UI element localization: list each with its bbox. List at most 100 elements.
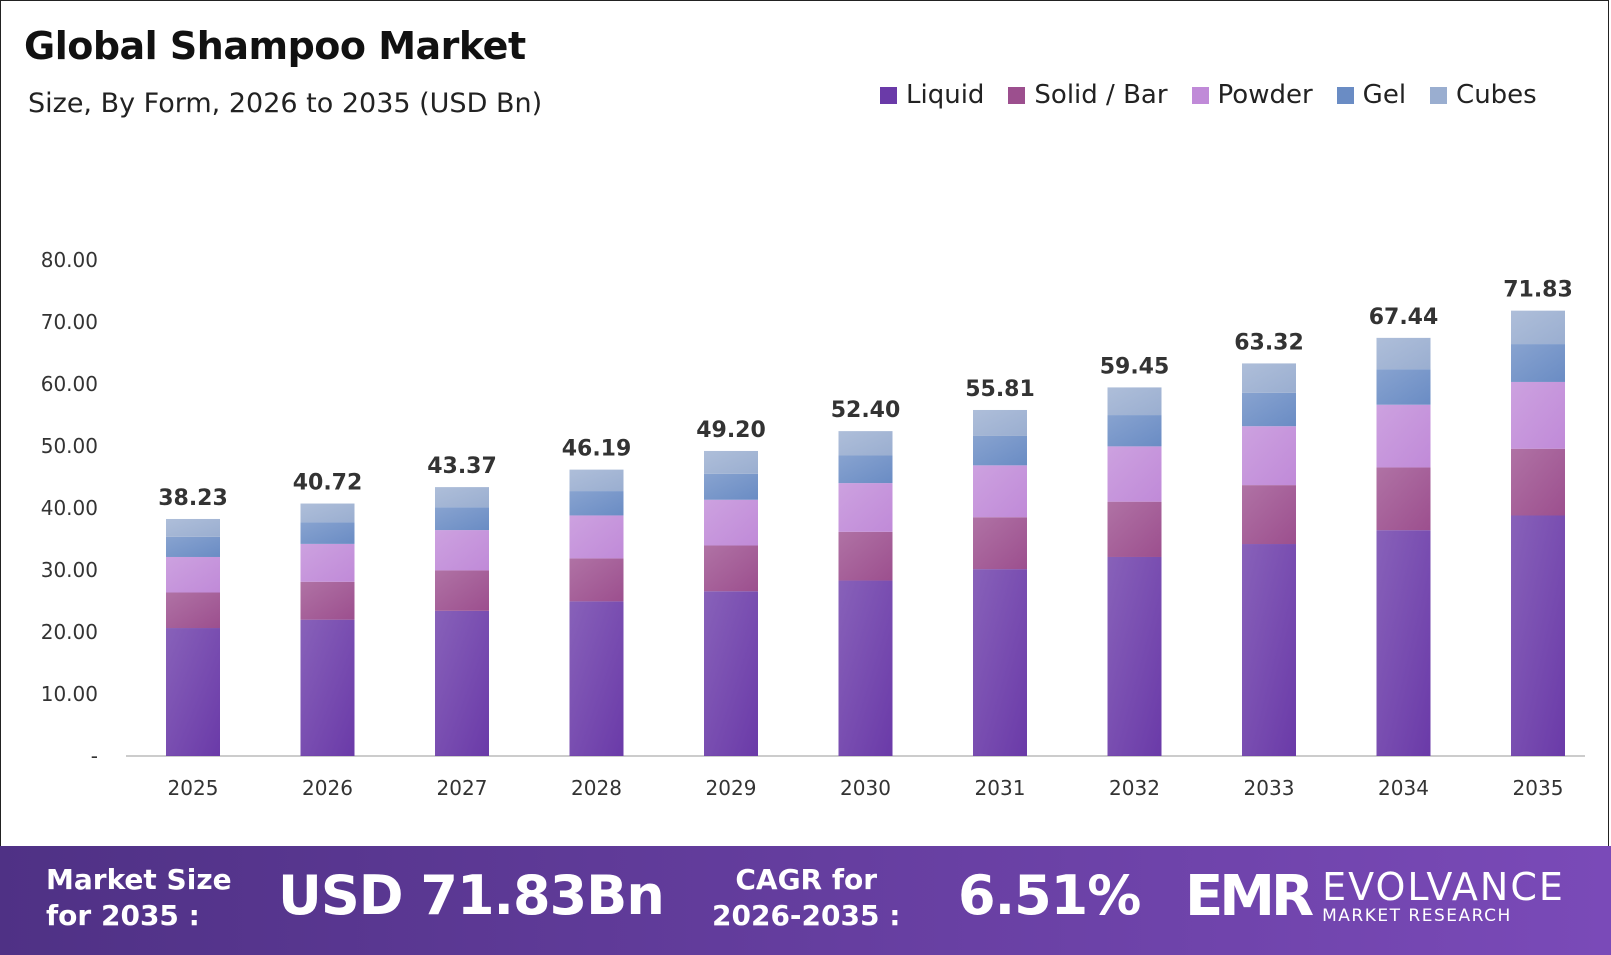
x-tick-label: 2034 [1378,776,1429,800]
bar-segment-cubes [1376,337,1431,370]
bar-segment-cubes [1511,310,1565,345]
total-label: 49.20 [696,418,766,443]
bar-segment-gel [300,522,355,544]
bar-segment-cubes [435,487,489,508]
legend-swatch [1430,86,1448,104]
bar-segment-cubes [1242,363,1296,393]
bar-segment-solid-bar [300,581,355,620]
y-tick-label: 40.00 [41,496,98,520]
logo-mark: EMR [1185,864,1314,929]
bar-segment-gel [1242,392,1296,427]
market-size-label-line2: for 2035 : [46,899,200,932]
bar-segment-gel [704,473,758,500]
x-tick-label: 2035 [1513,776,1564,800]
bar-segment-powder [166,556,220,593]
logo-name: EVOLVANCE [1322,864,1565,909]
bar-segment-gel [1511,344,1565,382]
legend-swatch [1191,86,1209,104]
bar-segment-solid-bar [1376,467,1431,531]
evolvance-logo: EMR EVOLVANCE MARKET RESEARCH [1185,864,1565,929]
legend-label: Solid / Bar [1034,80,1168,110]
total-label: 40.72 [293,471,363,496]
y-tick-label: 20.00 [41,620,98,644]
bar-segment-cubes [704,450,758,474]
legend-label: Liquid [906,80,985,110]
bar-segment-solid-bar [166,592,220,629]
y-tick-label: 80.00 [41,248,98,272]
bar-segment-powder [435,530,489,571]
bar-segment-solid-bar [704,545,758,592]
bar-segment-gel [1376,369,1431,405]
legend-label: Gel [1362,80,1407,110]
x-tick-label: 2030 [840,776,891,800]
total-label: 38.23 [158,486,228,511]
bar-segment-gel [166,536,220,557]
bar-segment-powder [1376,404,1431,468]
bar-segment-solid-bar [1511,448,1565,516]
bar-segment-solid-bar [838,531,893,581]
bar-segment-gel [1107,415,1162,447]
bar-segment-solid-bar [569,558,624,602]
x-tick-label: 2031 [975,776,1026,800]
bar-segment-powder [838,483,893,532]
x-tick-label: 2032 [1109,776,1160,800]
total-label: 46.19 [562,437,632,462]
legend-swatch [880,86,897,104]
chart-subtitle: Size, By Form, 2026 to 2035 (USD Bn) [28,88,543,119]
bar-segment-liquid [704,591,758,756]
bar-segment-liquid [1242,544,1296,756]
market-size-label: Market Size for 2035 : [46,862,232,934]
total-label: 63.32 [1234,330,1304,355]
legend-item-solid-bar: Solid / Bar [1008,80,1168,110]
bar-segment-cubes [300,503,355,523]
cagr-label: CAGR for 2026-2035 : [712,862,900,934]
bar-segment-solid-bar [435,570,489,611]
y-tick-label: 70.00 [41,310,98,334]
bar-segment-powder [973,465,1027,518]
bar-segment-gel [569,491,624,516]
x-tick-label: 2025 [168,776,219,800]
bar-segment-liquid [300,619,355,756]
bar-segment-liquid [1376,530,1431,756]
bar-segment-cubes [1107,387,1162,416]
y-tick-label: 10.00 [41,682,98,706]
x-tick-label: 2026 [302,776,353,800]
legend-item-gel: Gel [1336,80,1407,110]
bar-segment-gel [838,455,893,484]
market-size-label-line1: Market Size [46,863,232,896]
total-label: 43.37 [427,454,497,479]
legend-label: Cubes [1456,80,1537,110]
total-label: 55.81 [965,377,1035,402]
bar-segment-liquid [435,610,489,756]
cagr-label-line2: 2026-2035 : [712,899,901,932]
bar-segment-powder [1107,446,1162,502]
legend-label: Powder [1217,80,1313,110]
bar-segment-liquid [1107,556,1162,756]
bar-segment-cubes [569,469,624,492]
legend-swatch [1008,86,1026,104]
legend: Liquid Solid / Bar Powder Gel Cubes [880,80,1537,110]
bar-segment-solid-bar [1107,501,1162,557]
y-tick-label: 30.00 [41,558,98,582]
bar-segment-gel [435,507,489,531]
x-tick-label: 2029 [706,776,757,800]
footer-banner: Market Size for 2035 : USD 71.83Bn CAGR … [0,846,1611,955]
bar-segment-cubes [973,409,1027,436]
bar-segment-gel [973,435,1027,466]
y-tick-label: 60.00 [41,372,98,396]
bar-segment-powder [569,515,624,559]
chart-title: Global Shampoo Market [24,24,526,68]
legend-swatch [1336,86,1354,104]
y-tick-label: 50.00 [41,434,98,458]
bar-segment-cubes [838,431,893,456]
logo-tagline: MARKET RESEARCH [1322,905,1512,926]
total-label: 52.40 [831,398,901,423]
cagr-value: 6.51% [958,864,1141,927]
x-tick-label: 2027 [437,776,488,800]
legend-item-liquid: Liquid [880,80,984,110]
x-tick-label: 2033 [1244,776,1295,800]
bar-segment-powder [704,499,758,546]
legend-item-cubes: Cubes [1430,80,1537,110]
total-label: 71.83 [1503,278,1573,303]
bar-segment-liquid [838,580,893,756]
